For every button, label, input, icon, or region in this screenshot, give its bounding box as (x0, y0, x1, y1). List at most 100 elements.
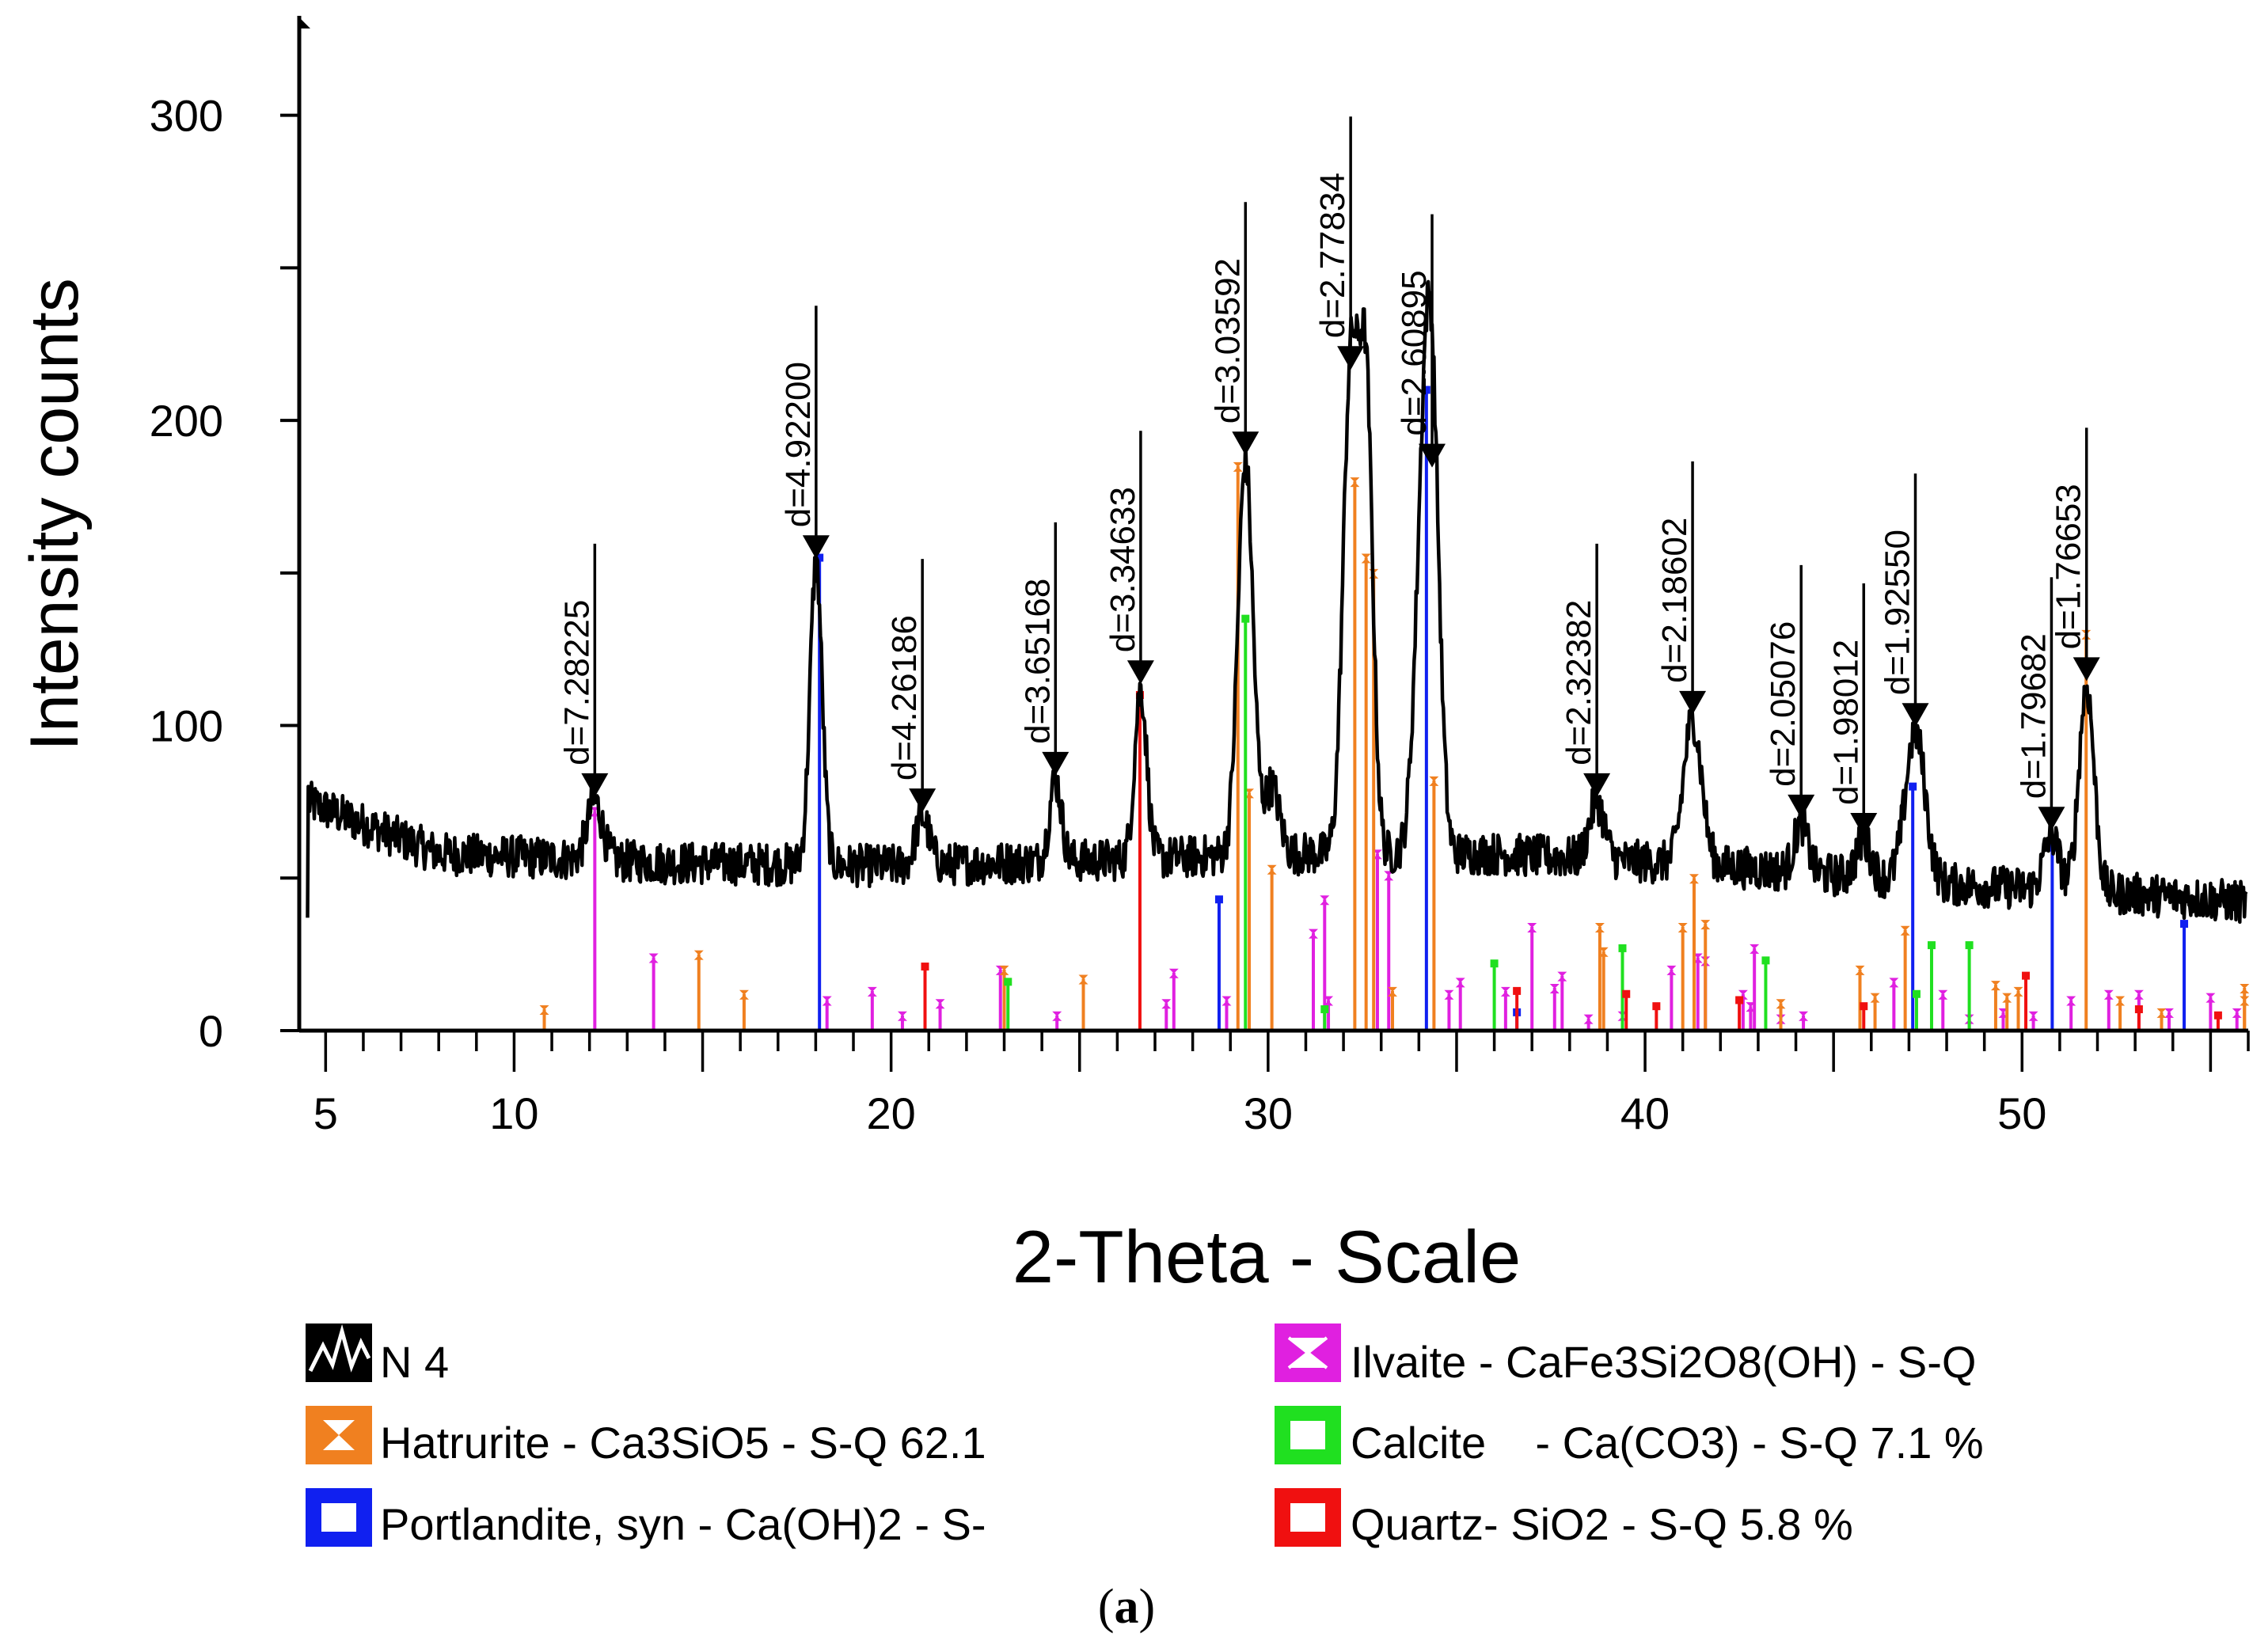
x-tick-label: 5 (313, 1088, 338, 1138)
peak-arrow-head (2073, 657, 2100, 682)
stick-marker (539, 1005, 549, 1011)
stick-marker (1549, 984, 1560, 989)
stick-marker (1622, 989, 1631, 998)
peak-arrow-head (1126, 660, 1154, 685)
legend-swatch-ilvaite (1275, 1323, 1341, 1382)
stick-marker (1799, 1011, 1809, 1016)
stick-marker (1889, 982, 1899, 988)
y-tick-label: 200 (150, 396, 223, 446)
peak-marker-12: d=2.18602 (1655, 461, 1707, 715)
stick-marker (1309, 929, 1319, 934)
peak-arrow-head (1902, 703, 1929, 727)
stick-marker (1078, 979, 1089, 985)
peak-d-label: d=2.32382 (1560, 600, 1598, 765)
stick-marker (1990, 986, 2000, 991)
stick-marker (2240, 996, 2250, 1001)
stick-marker (1221, 1001, 1232, 1006)
peak-arrow-head (909, 788, 937, 813)
stick-marker (897, 1011, 907, 1016)
stick-marker (1776, 999, 1786, 1004)
stick-marker (935, 999, 945, 1004)
stick-marker (1938, 989, 1948, 995)
peak-marker-13: d=2.05076 (1764, 564, 1815, 818)
peak-d-label: d=1.98012 (1826, 640, 1865, 805)
peak-d-label: d=2.60895 (1395, 270, 1434, 435)
stick-marker (1241, 614, 1250, 623)
stick-marker (867, 991, 877, 997)
stick-marker (1855, 970, 1865, 975)
stick-marker (2240, 984, 2250, 989)
stick-marker (822, 1001, 832, 1006)
stick-marker (1927, 941, 1936, 950)
stick-marker (739, 989, 749, 995)
stick-marker (2134, 1005, 2143, 1014)
stick-marker (1004, 978, 1013, 986)
stick-marker (1527, 927, 1537, 932)
stick-marker (1677, 927, 1688, 932)
legend-swatch-portlandite (306, 1488, 372, 1547)
x-tick-label: 10 (489, 1088, 538, 1138)
stick-marker (1594, 927, 1605, 932)
y-axis-arrow (298, 16, 310, 28)
stick-marker (1221, 996, 1232, 1001)
peak-d-label: d=4.26186 (885, 615, 924, 780)
peak-d-label: d=1.79682 (2014, 633, 2053, 799)
stick-marker (1598, 951, 1609, 957)
stick-marker (2028, 1011, 2038, 1016)
stick-marker (1909, 782, 1917, 791)
peak-marker-14: d=1.98012 (1826, 583, 1878, 837)
stick-marker (1161, 999, 1172, 1004)
y-tick-label: 0 (199, 1006, 223, 1056)
stick-marker (2232, 1008, 2242, 1013)
stick-marker (648, 958, 659, 963)
stick-marker (2103, 994, 2114, 1000)
stick-marker (2156, 1012, 2167, 1018)
stick-marker (1594, 922, 1605, 928)
stick-marker (999, 965, 1009, 970)
stick-marker (1168, 968, 1179, 974)
stick-marker (2028, 1016, 2038, 1021)
stick-marker (1889, 978, 1899, 983)
stick-marker (1267, 869, 1277, 875)
peak-marker-0: d=7.28225 (557, 543, 609, 797)
stick-marker (1761, 956, 1770, 965)
peak-marker-4: d=3.34633 (1104, 431, 1154, 685)
stick-marker (1361, 553, 1371, 559)
stick-marker (1583, 1014, 1594, 1020)
stick-marker (822, 996, 832, 1001)
legend-label-quartz: Quartz- SiO2 - S-Q 5.8 % (1351, 1499, 1853, 1549)
stick-marker (1990, 981, 2000, 986)
stick-marker (1429, 780, 1439, 786)
peak-d-labels: d=7.28225 d=4.92200 d=4.26186 d=3.65168 d=3.… (557, 116, 2100, 837)
stick-marker (648, 953, 659, 959)
stick-marker (2232, 1012, 2242, 1018)
peak-d-label: d=1.76653 (2050, 484, 2088, 649)
stick-marker (1557, 976, 1567, 982)
stick-marker (1860, 1002, 1868, 1011)
stick-marker (1490, 959, 1499, 968)
stick-marker (1267, 864, 1277, 870)
stick-marker (1309, 933, 1319, 939)
stick-marker (1938, 994, 1948, 1000)
y-tick-label: 300 (150, 91, 223, 141)
peak-d-label: d=2.18602 (1655, 518, 1694, 683)
stick-marker (1324, 1001, 1334, 1006)
stick-marker (2156, 1008, 2167, 1013)
legend-swatch-quartz (1275, 1488, 1341, 1547)
stick-marker (2240, 1001, 2250, 1006)
stick-marker (1168, 973, 1179, 978)
stick-marker (1666, 970, 1677, 975)
stick-marker (1324, 996, 1334, 1001)
peak-arrow-head (1042, 751, 1070, 776)
stick-marker (2206, 993, 2216, 998)
legend-label-hatrurite: Hatrurite - Ca3SiO5 - S-Q 62.1 (380, 1418, 986, 1468)
pattern-line-n4 (306, 279, 2248, 925)
stick-marker (1214, 895, 1223, 904)
stick-marker (2002, 993, 2012, 998)
stick-marker (693, 950, 704, 955)
stick-marker (1750, 948, 1760, 954)
peak-arrow-head (1679, 690, 1707, 715)
peak-arrow-head (802, 535, 830, 560)
stick-marker (1388, 991, 1398, 997)
